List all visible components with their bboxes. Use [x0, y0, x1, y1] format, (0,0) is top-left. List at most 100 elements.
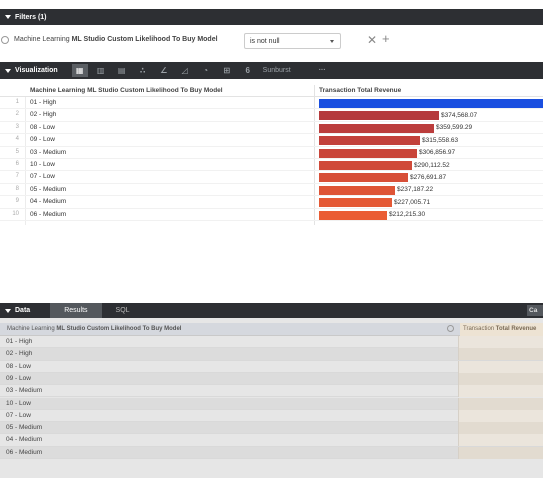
revenue-bar — [319, 198, 392, 208]
revenue-value: $237,187.22 — [397, 186, 434, 194]
table-icon[interactable]: ▦ — [71, 64, 88, 77]
add-filter-icon[interactable]: + — [382, 31, 390, 46]
viz-column-revenue[interactable]: Transaction Total Revenue — [319, 87, 402, 94]
filters-header[interactable]: Filters (1) — [0, 9, 543, 25]
filter-row: Machine Learning ML Studio Custom Likeli… — [0, 25, 543, 59]
cell-revenue — [458, 336, 543, 348]
viz-column-label[interactable]: Machine Learning ML Studio Custom Likeli… — [30, 87, 223, 94]
sunburst-option[interactable]: Sunburst — [262, 67, 291, 74]
filter-field-name: Machine Learning ML Studio Custom Likeli… — [14, 36, 218, 43]
map-icon[interactable]: ⊞ — [223, 66, 231, 75]
column-chart-icon[interactable]: ▥ — [96, 66, 105, 75]
revenue-value: $227,005.71 — [394, 198, 431, 206]
table-row[interactable]: 03 - Medium — [0, 385, 543, 398]
tab-sql[interactable]: SQL — [115, 307, 130, 314]
visualization-title: Visualization — [15, 67, 58, 74]
data-column-revenue[interactable]: Transaction Total Revenue — [460, 323, 543, 336]
gear-icon[interactable] — [447, 325, 454, 332]
more-icon[interactable]: ··· — [318, 67, 326, 74]
remove-filter-icon[interactable]: ✕ — [367, 33, 378, 47]
viz-table-row[interactable]: 8 05 - Medium $237,187.22 — [0, 184, 543, 197]
viz-table-row[interactable]: 3 08 - Low $359,599.29 — [0, 122, 543, 135]
table-row[interactable]: 09 - Low — [0, 372, 543, 386]
viz-table-row[interactable]: 10 06 - Medium $212,215.30 — [0, 209, 543, 221]
row-number: 6 — [15, 161, 19, 167]
chevron-down-icon — [330, 40, 334, 43]
cell-label: 01 - High — [6, 338, 33, 345]
viz-table-row[interactable]: 4 09 - Low $315,558.63 — [0, 134, 543, 147]
tab-results[interactable]: Results — [50, 303, 102, 318]
row-label: 04 - Medium — [30, 198, 67, 206]
viz-table-row[interactable]: 7 07 - Low $276,691.87 — [0, 171, 543, 184]
row-number: 2 — [15, 111, 19, 118]
filter-operator-select[interactable]: is not null — [244, 33, 341, 49]
scatter-icon[interactable]: ∴ — [139, 66, 146, 75]
row-label: 02 - High — [30, 111, 57, 119]
cell-revenue — [458, 385, 543, 398]
cell-label: 06 - Medium — [6, 448, 43, 456]
table-row[interactable]: 08 - Low — [0, 360, 543, 373]
cell-revenue — [458, 372, 543, 385]
row-label: 08 - Low — [30, 123, 55, 131]
cell-label: 08 - Low — [6, 362, 31, 370]
cell-revenue — [458, 348, 543, 361]
cell-label: 07 - Low — [6, 411, 31, 419]
table-row[interactable]: 02 - High — [0, 348, 543, 361]
revenue-bar — [319, 111, 439, 121]
viz-table-row[interactable]: 9 04 - Medium $227,005.71 — [0, 196, 543, 209]
viz-table-row[interactable]: 2 02 - High $374,568.07 — [0, 109, 543, 122]
data-title: Data — [15, 307, 31, 314]
data-column-revenue-bold: Total Revenue — [495, 326, 537, 332]
revenue-value: $212,215.30 — [389, 211, 426, 219]
viz-table-row[interactable]: 6 10 - Low $290,112.52 — [0, 159, 543, 172]
table-row[interactable]: 07 - Low — [0, 409, 543, 423]
line-chart-icon[interactable]: ∠ — [160, 66, 168, 75]
filters-title: Filters (1) — [15, 13, 47, 21]
filter-operator-value: is not null — [250, 38, 280, 45]
row-number: 8 — [15, 185, 19, 192]
collapse-caret-icon[interactable] — [5, 68, 11, 73]
collapse-caret-icon[interactable] — [5, 15, 11, 19]
row-number: 10 — [12, 210, 19, 217]
data-column-label-prefix: Machine Learning — [7, 326, 57, 332]
viz-table-row[interactable]: 5 03 - Medium $306,856.97 — [0, 147, 543, 159]
data-column-header: Machine Learning ML Studio Custom Likeli… — [0, 323, 543, 336]
cell-revenue — [458, 434, 543, 447]
revenue-bar — [319, 161, 412, 170]
bar-chart-icon[interactable]: ▤ — [117, 66, 126, 75]
viz-table-row[interactable]: 1 01 - High — [0, 97, 543, 110]
cell-revenue — [458, 422, 543, 435]
cell-revenue — [458, 446, 543, 459]
collapse-caret-icon[interactable] — [5, 308, 11, 313]
data-column-revenue-prefix: Transaction — [463, 326, 496, 332]
table-row[interactable]: 04 - Medium — [0, 434, 543, 447]
gear-icon[interactable] — [1, 36, 9, 44]
table-row[interactable]: 05 - Medium — [0, 422, 543, 435]
visualization-header[interactable]: Visualization ▦ ▥ ▤ ∴ ∠ ◿ ◔ ⊞ 6 Sunburst… — [0, 62, 543, 79]
row-number: 9 — [15, 198, 19, 205]
row-label: 03 - Medium — [30, 148, 67, 156]
revenue-bar — [319, 185, 395, 195]
row-label: 09 - Low — [30, 136, 55, 144]
area-chart-icon[interactable]: ◿ — [181, 66, 188, 75]
cell-revenue — [458, 360, 543, 373]
revenue-value: $276,691.87 — [410, 173, 447, 181]
revenue-bar — [319, 210, 387, 220]
row-number: 5 — [15, 148, 19, 155]
table-row[interactable]: 01 - High — [0, 336, 543, 349]
pie-chart-icon[interactable]: ◔ — [203, 66, 209, 75]
table-row[interactable]: 10 - Low — [0, 397, 543, 410]
viz-column-header: Machine Learning ML Studio Custom Likeli… — [0, 85, 543, 97]
filter-field-prefix: Machine Learning — [14, 36, 72, 43]
revenue-value: $359,599.29 — [436, 124, 473, 132]
single-value-icon[interactable]: 6 — [245, 66, 250, 75]
calculations-button[interactable]: Ca — [527, 305, 543, 316]
data-column-label[interactable]: Machine Learning ML Studio Custom Likeli… — [7, 326, 181, 332]
filter-field-bold: ML Studio Custom Likelihood To Buy Model — [71, 36, 218, 43]
revenue-bar — [319, 173, 408, 183]
data-column-label-bold: ML Studio Custom Likelihood To Buy Model — [56, 326, 182, 332]
row-label: 06 - Medium — [30, 210, 67, 218]
table-row[interactable]: 06 - Medium — [0, 446, 543, 459]
data-header[interactable]: Data Results SQL Ca — [0, 303, 543, 318]
row-number: 1 — [15, 99, 19, 105]
